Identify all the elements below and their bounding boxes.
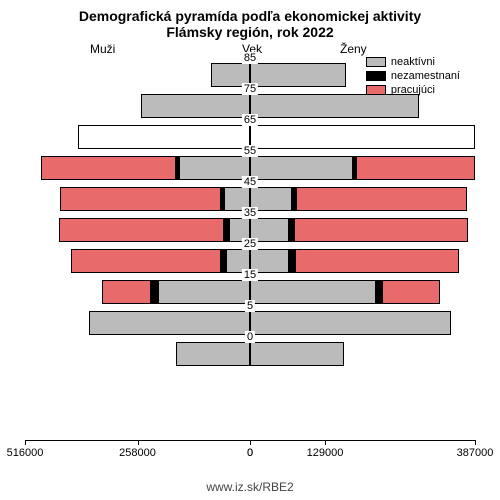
bar-right — [250, 308, 475, 338]
seg-working — [356, 157, 474, 179]
bar-stack-right — [250, 342, 344, 366]
header-women: Ženy — [340, 42, 367, 56]
bar-right — [250, 246, 475, 276]
seg-working — [103, 281, 151, 303]
seg-inactive — [180, 157, 249, 179]
bar-stack-right — [250, 63, 346, 87]
title-line-1: Demografická pyramída podľa ekonomickej … — [0, 8, 500, 24]
bar-left — [25, 91, 250, 121]
age-label: 45 — [242, 176, 258, 188]
seg-inactive — [251, 281, 375, 303]
chart-area: 857565554535251550 — [10, 60, 490, 440]
bar-stack-right — [250, 94, 419, 118]
seg-working — [72, 250, 221, 272]
seg-inactive — [142, 95, 249, 117]
pyramid-row: 0 — [10, 339, 490, 369]
bar-stack-left — [59, 218, 250, 242]
axis-tick-label: 516000 — [7, 447, 44, 459]
seg-inactive — [251, 157, 352, 179]
bar-stack-left — [71, 249, 250, 273]
axis-tick-label: 0 — [247, 447, 253, 459]
age-label: 65 — [242, 114, 258, 126]
bar-stack-right — [250, 187, 467, 211]
axis-tick — [325, 440, 326, 445]
seg-working — [382, 281, 440, 303]
seg-working — [61, 188, 221, 210]
seg-inactive — [159, 281, 249, 303]
seg-inactive — [251, 312, 450, 334]
bar-right — [250, 153, 475, 183]
bar-left — [25, 308, 250, 338]
bar-stack-left — [41, 156, 250, 180]
age-label: 75 — [242, 83, 258, 95]
bar-left — [25, 339, 250, 369]
bar-stack-right — [250, 156, 475, 180]
seg-working — [42, 157, 176, 179]
bar-right — [250, 122, 475, 152]
bar-left — [25, 184, 250, 214]
title-block: Demografická pyramída podľa ekonomickej … — [0, 0, 500, 40]
axis-tick — [138, 440, 139, 445]
seg-inactive — [177, 343, 249, 365]
seg-unemployed — [375, 281, 382, 303]
bar-stack-right — [250, 311, 451, 335]
bar-right — [250, 215, 475, 245]
age-label: 85 — [242, 52, 258, 64]
header-men: Muži — [90, 42, 115, 56]
seg-inactive — [90, 312, 249, 334]
seg-inactive — [251, 64, 345, 86]
bar-right — [250, 184, 475, 214]
axis-tick — [250, 440, 251, 445]
bar-stack-left — [89, 311, 250, 335]
seg-working — [60, 219, 224, 241]
seg-working — [295, 250, 458, 272]
bar-right — [250, 91, 475, 121]
title-line-2: Flámsky región, rok 2022 — [0, 24, 500, 40]
axis-tick-label: 129000 — [307, 447, 344, 459]
age-label: 25 — [242, 238, 258, 250]
age-label: 0 — [245, 331, 255, 343]
bar-right — [250, 339, 475, 369]
seg-working — [294, 219, 467, 241]
axis-tick-label: 258000 — [119, 447, 156, 459]
age-label: 5 — [245, 300, 255, 312]
axis-tick-label: 387000 — [457, 447, 494, 459]
bar-left — [25, 215, 250, 245]
pyramid-chart-container: Demografická pyramída podľa ekonomickej … — [0, 0, 500, 500]
bar-left — [25, 246, 250, 276]
bar-left — [25, 122, 250, 152]
bar-left — [25, 277, 250, 307]
age-label: 55 — [242, 145, 258, 157]
source-url: www.iz.sk/RBE2 — [0, 480, 500, 494]
seg-unemployed — [288, 250, 295, 272]
bar-right — [250, 277, 475, 307]
axis-line-right — [250, 440, 475, 441]
bar-stack-right — [250, 125, 475, 149]
bar-stack-left — [176, 342, 250, 366]
age-label: 35 — [242, 207, 258, 219]
bar-stack-right — [250, 280, 440, 304]
axis-area: 51600025800000129000387000 — [10, 440, 490, 470]
seg-unemployed — [151, 281, 159, 303]
seg-inactive — [251, 95, 418, 117]
age-label: 15 — [242, 269, 258, 281]
bar-stack-left — [78, 125, 250, 149]
bar-stack-right — [250, 218, 468, 242]
seg-inactive — [251, 343, 343, 365]
axis-tick — [475, 440, 476, 445]
seg-working — [296, 188, 466, 210]
bar-stack-right — [250, 249, 459, 273]
bar-right — [250, 60, 475, 90]
bar-stack-left — [141, 94, 250, 118]
bar-left — [25, 153, 250, 183]
bar-left — [25, 60, 250, 90]
bar-stack-left — [102, 280, 250, 304]
bar-stack-left — [60, 187, 250, 211]
axis-tick — [25, 440, 26, 445]
